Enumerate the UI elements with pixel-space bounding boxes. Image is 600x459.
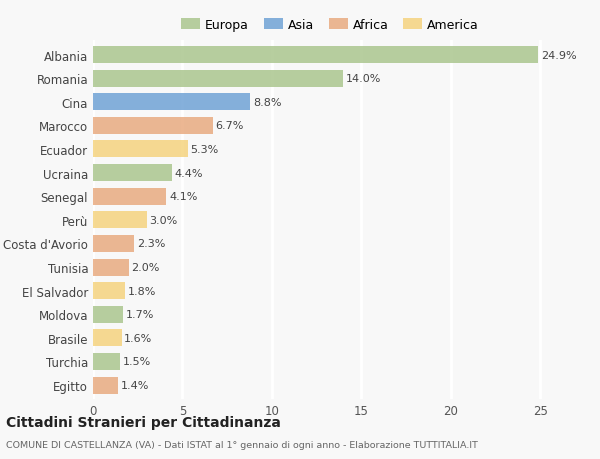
- Bar: [93, 47, 538, 64]
- Text: 14.0%: 14.0%: [346, 74, 382, 84]
- Text: 1.7%: 1.7%: [126, 309, 154, 319]
- Text: 8.8%: 8.8%: [253, 98, 281, 107]
- Bar: [93, 71, 343, 88]
- Bar: [93, 165, 172, 182]
- Bar: [93, 330, 122, 347]
- Text: 1.5%: 1.5%: [122, 357, 151, 367]
- Bar: [93, 377, 118, 394]
- Bar: [93, 353, 120, 370]
- Text: COMUNE DI CASTELLANZA (VA) - Dati ISTAT al 1° gennaio di ogni anno - Elaborazion: COMUNE DI CASTELLANZA (VA) - Dati ISTAT …: [6, 440, 478, 449]
- Bar: [93, 306, 124, 323]
- Text: 3.0%: 3.0%: [149, 215, 178, 225]
- Text: 1.6%: 1.6%: [124, 333, 152, 343]
- Legend: Europa, Asia, Africa, America: Europa, Asia, Africa, America: [181, 18, 479, 32]
- Bar: [93, 212, 146, 229]
- Text: 1.8%: 1.8%: [128, 286, 156, 296]
- Bar: [93, 235, 134, 252]
- Bar: [93, 259, 129, 276]
- Text: 2.0%: 2.0%: [131, 263, 160, 273]
- Text: 2.3%: 2.3%: [137, 239, 165, 249]
- Bar: [93, 141, 188, 158]
- Text: 24.9%: 24.9%: [541, 50, 577, 61]
- Bar: [93, 188, 166, 205]
- Bar: [93, 94, 250, 111]
- Bar: [93, 118, 213, 134]
- Text: 5.3%: 5.3%: [190, 145, 219, 155]
- Text: Cittadini Stranieri per Cittadinanza: Cittadini Stranieri per Cittadinanza: [6, 415, 281, 429]
- Text: 4.1%: 4.1%: [169, 192, 197, 202]
- Text: 6.7%: 6.7%: [215, 121, 244, 131]
- Text: 1.4%: 1.4%: [121, 380, 149, 390]
- Text: 4.4%: 4.4%: [175, 168, 203, 178]
- Bar: [93, 282, 125, 299]
